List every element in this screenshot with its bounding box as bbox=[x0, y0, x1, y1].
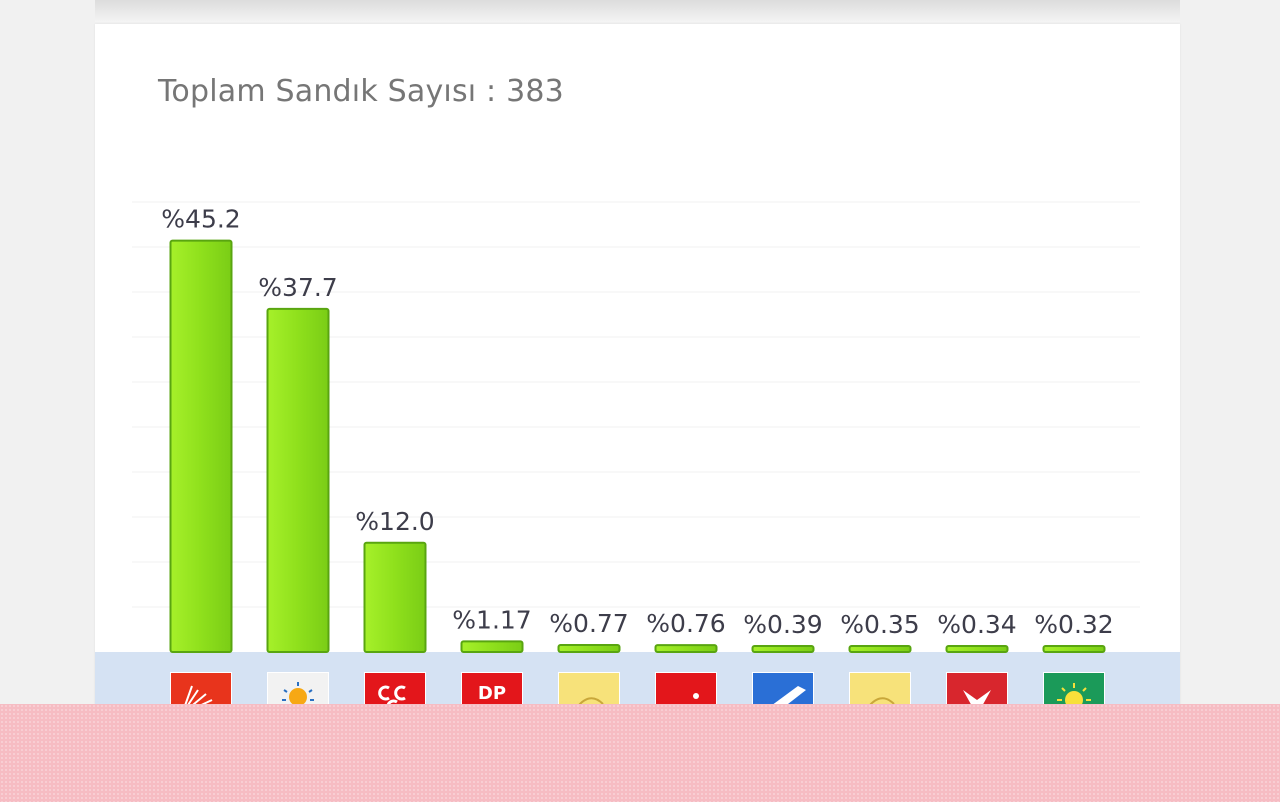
ballot-box-count-label: Toplam Sandık Sayısı bbox=[158, 74, 477, 109]
ballot-box-count-value: 383 bbox=[506, 74, 564, 109]
crescent-star-icon bbox=[674, 688, 699, 712]
bar-chp bbox=[169, 239, 233, 653]
overlay-bar bbox=[0, 704, 1280, 802]
bar-party-10 bbox=[1042, 645, 1106, 653]
bar-value-label: %37.7 bbox=[258, 273, 337, 302]
dp-logo-text: DP bbox=[477, 682, 507, 704]
bar-sp bbox=[654, 644, 718, 653]
bar-value-label: %1.17 bbox=[452, 605, 531, 634]
bar-value-label: %0.34 bbox=[937, 610, 1016, 639]
count-separator: : bbox=[476, 74, 507, 109]
bar-akp bbox=[266, 307, 330, 653]
bar-value-label: %0.35 bbox=[840, 610, 919, 639]
bar-value-label: %45.2 bbox=[161, 205, 240, 234]
bar-value-label: %0.32 bbox=[1034, 610, 1113, 639]
bird-icon bbox=[963, 690, 991, 716]
bar-party-7 bbox=[751, 645, 815, 653]
bar-party-5 bbox=[557, 643, 621, 653]
bar-value-label: %0.39 bbox=[743, 610, 822, 639]
bar-dp bbox=[460, 640, 524, 654]
bar-value-label: %12.0 bbox=[355, 507, 434, 536]
bar-party-8 bbox=[848, 645, 912, 653]
top-shadow bbox=[95, 0, 1180, 22]
ballot-box-count: Toplam Sandık Sayısı : 383 bbox=[158, 74, 564, 109]
bar-bbp bbox=[945, 645, 1009, 653]
bar-mhp bbox=[363, 541, 427, 653]
bar-value-label: %0.77 bbox=[549, 609, 628, 638]
bar-value-label: %0.76 bbox=[646, 609, 725, 638]
